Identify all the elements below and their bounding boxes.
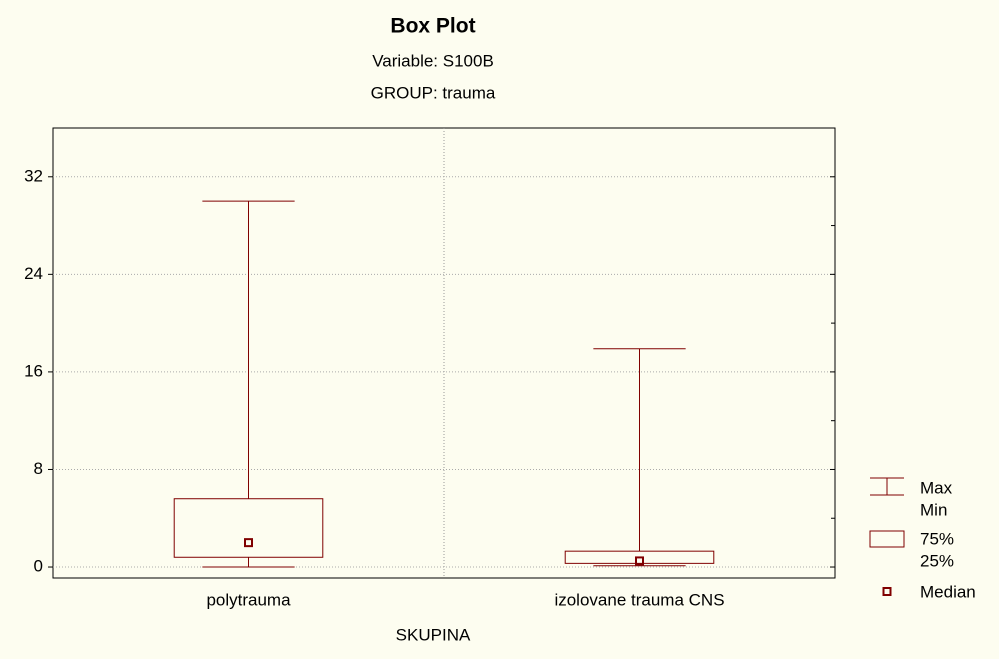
median-marker: [244, 538, 253, 548]
chart-subtitle: Variable: S100B: [372, 51, 494, 70]
y-tick-label: 32: [24, 166, 43, 185]
y-tick-label: 24: [24, 264, 43, 283]
legend-label: Median: [920, 582, 976, 601]
box: [173, 498, 324, 558]
chart-subtitle: GROUP: trauma: [371, 83, 496, 102]
y-tick-label: 0: [34, 557, 43, 576]
legend-label: Min: [920, 500, 947, 519]
x-tick-label: polytrauma: [206, 590, 291, 609]
y-tick-label: 8: [34, 459, 43, 478]
legend-label: Max: [920, 478, 953, 497]
legend-label: 75%: [920, 529, 954, 548]
x-tick-label: izolovane trauma CNS: [554, 590, 724, 609]
median-marker: [635, 556, 644, 566]
legend-median: [882, 587, 892, 596]
legend-label: 25%: [920, 551, 954, 570]
y-tick-label: 16: [24, 361, 43, 380]
legend-box: [869, 530, 905, 548]
chart-title: Box Plot: [390, 15, 475, 38]
box: [564, 550, 715, 564]
x-axis-label: SKUPINA: [396, 625, 471, 644]
